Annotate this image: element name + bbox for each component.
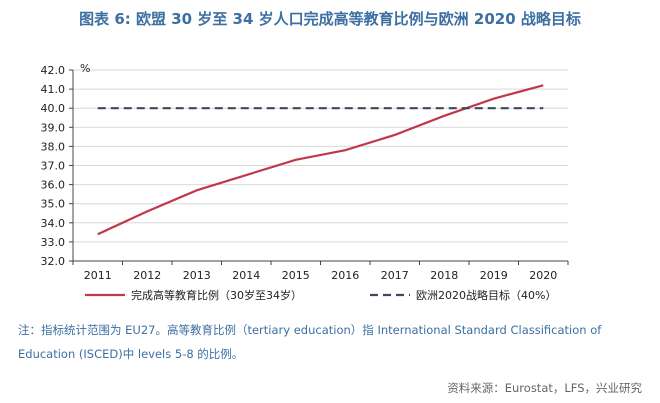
chart-title: 图表 6: 欧盟 30 岁至 34 岁人口完成高等教育比例与欧洲 2020 战略… (79, 10, 581, 28)
y-tick-label: 37.0 (41, 160, 66, 173)
y-tick-label: 42.0 (41, 64, 66, 77)
x-tick-label: 2014 (232, 269, 260, 282)
x-tick-label: 2020 (529, 269, 557, 282)
y-axis-label: % (80, 62, 90, 75)
x-tick-label: 2011 (84, 269, 112, 282)
x-tick-label: 2018 (430, 269, 458, 282)
x-tick-label: 2016 (331, 269, 359, 282)
chart-note: 注：指标统计范围为 EU27。高等教育比例（tertiary education… (18, 323, 602, 361)
x-tick-label: 2019 (480, 269, 508, 282)
y-tick-label: 38.0 (41, 140, 66, 153)
x-tick-label: 2015 (282, 269, 310, 282)
line-chart: 32.0 33.0 34.0 35.0 36.0 37.0 38.0 39.0 40.0 41.0… (41, 62, 569, 302)
x-tick-label: 2012 (133, 269, 161, 282)
y-tick-label: 39.0 (41, 121, 66, 134)
y-tick-label: 36.0 (41, 179, 66, 192)
y-tick-label: 32.0 (41, 255, 66, 268)
y-tick-label: 35.0 (41, 198, 66, 211)
y-tick-label: 40.0 (41, 102, 66, 115)
y-tick-label: 33.0 (41, 236, 66, 249)
x-tick-label: 2013 (183, 269, 211, 282)
legend-label: 完成高等教育比例（30岁至34岁） (131, 288, 302, 302)
y-tick-label: 41.0 (41, 83, 66, 96)
x-tick-label: 2017 (381, 269, 409, 282)
y-tick-label: 34.0 (41, 217, 66, 230)
legend-label: 欧洲2020战略目标（40%） (416, 288, 556, 302)
source-text: 资料来源：Eurostat，LFS，兴业研究 (447, 381, 642, 395)
